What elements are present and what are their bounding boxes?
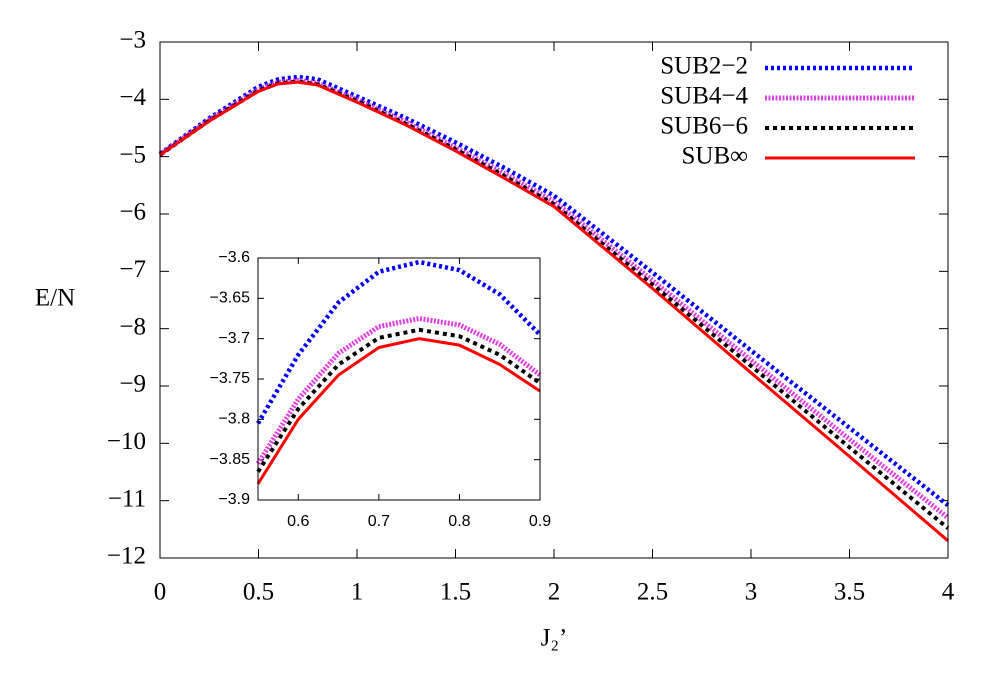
y-tick-label: −3 bbox=[119, 27, 146, 54]
legend-label: SUB6−6 bbox=[660, 113, 748, 140]
x-tick-label: 4 bbox=[942, 579, 955, 606]
plot-frame bbox=[257, 257, 541, 501]
plot-frame bbox=[159, 41, 949, 559]
series-line bbox=[158, 74, 950, 508]
series-line bbox=[256, 259, 542, 425]
plot-area bbox=[258, 258, 540, 500]
x-axis-label: J₂’ bbox=[541, 625, 568, 652]
y-tick-label: −5 bbox=[119, 141, 146, 168]
y-tick-label: −3.75 bbox=[210, 370, 251, 387]
y-axis-label: E/N bbox=[35, 285, 75, 312]
y-tick-label: −8 bbox=[119, 313, 146, 340]
legend-label: SUB2−2 bbox=[660, 53, 748, 80]
y-tick-label: −10 bbox=[107, 428, 146, 455]
y-tick-label: −3.7 bbox=[218, 330, 250, 347]
x-tick-label: 0.6 bbox=[287, 513, 309, 530]
x-tick-label: 1 bbox=[351, 579, 364, 606]
y-tick-label: −3.65 bbox=[210, 290, 251, 307]
y-tick-label: −3.85 bbox=[210, 451, 251, 468]
legend-label: SUB4−4 bbox=[660, 83, 748, 110]
y-tick-label: −6 bbox=[119, 199, 146, 226]
series-line bbox=[159, 80, 949, 542]
x-tick-label: 3 bbox=[745, 579, 758, 606]
x-tick-label: 0.9 bbox=[529, 513, 551, 530]
x-tick-label: 0.8 bbox=[448, 513, 470, 530]
x-tick-label: 3.5 bbox=[834, 579, 865, 606]
y-tick-label: −4 bbox=[119, 84, 146, 111]
x-tick-label: 2 bbox=[548, 579, 561, 606]
x-tick-label: 0.7 bbox=[368, 513, 390, 530]
y-tick-label: −7 bbox=[119, 256, 146, 283]
y-tick-label: −3.8 bbox=[218, 411, 250, 428]
y-tick-label: −9 bbox=[119, 371, 146, 398]
x-tick-label: 0 bbox=[154, 579, 167, 606]
series-line bbox=[255, 315, 542, 466]
x-tick-label: 0.5 bbox=[243, 579, 274, 606]
series-line bbox=[256, 337, 541, 485]
y-tick-label: −3.9 bbox=[218, 491, 250, 508]
legend-label: SUB∞ bbox=[682, 143, 748, 170]
y-tick-label: −11 bbox=[108, 485, 146, 512]
y-tick-label: −3.6 bbox=[218, 249, 250, 266]
x-tick-label: 1.5 bbox=[440, 579, 471, 606]
inset-plot: 0.6 0.7 0.8 0.9 −3.9 −3.85 −3.8 −3.75 −3.7 −3.65 −… bbox=[210, 249, 552, 530]
series-line bbox=[256, 327, 542, 473]
x-tick-label: 2.5 bbox=[637, 579, 668, 606]
y-tick-label: −12 bbox=[107, 543, 146, 570]
